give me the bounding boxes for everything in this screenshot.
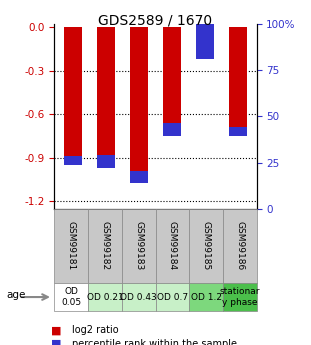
- Bar: [196, 27, 214, 59]
- Bar: [130, 171, 148, 183]
- Text: GSM99181: GSM99181: [67, 221, 76, 270]
- Text: GSM99185: GSM99185: [202, 221, 211, 270]
- Text: age: age: [7, 290, 26, 300]
- Text: GSM99182: GSM99182: [100, 221, 109, 270]
- Text: stationar
y phase: stationar y phase: [220, 287, 260, 307]
- Text: ■: ■: [51, 325, 62, 335]
- Text: GSM99184: GSM99184: [168, 221, 177, 270]
- Bar: [63, 156, 82, 165]
- Text: GSM99183: GSM99183: [134, 221, 143, 270]
- Text: GSM99186: GSM99186: [235, 221, 244, 270]
- Text: ■: ■: [51, 339, 62, 345]
- Text: OD 1.2: OD 1.2: [191, 293, 221, 302]
- Text: GDS2589 / 1670: GDS2589 / 1670: [99, 14, 212, 28]
- Bar: [163, 123, 181, 136]
- Bar: [63, 27, 82, 165]
- Bar: [163, 27, 181, 136]
- Text: OD
0.05: OD 0.05: [61, 287, 81, 307]
- Text: log2 ratio: log2 ratio: [72, 325, 118, 335]
- Text: OD 0.43: OD 0.43: [120, 293, 157, 302]
- Bar: [229, 127, 248, 136]
- Bar: [97, 155, 115, 168]
- Text: percentile rank within the sample: percentile rank within the sample: [72, 339, 237, 345]
- Bar: [229, 27, 248, 136]
- Text: OD 0.21: OD 0.21: [86, 293, 123, 302]
- Bar: [196, 4, 214, 59]
- Bar: [97, 27, 115, 168]
- Bar: [130, 27, 148, 183]
- Text: OD 0.7: OD 0.7: [157, 293, 188, 302]
